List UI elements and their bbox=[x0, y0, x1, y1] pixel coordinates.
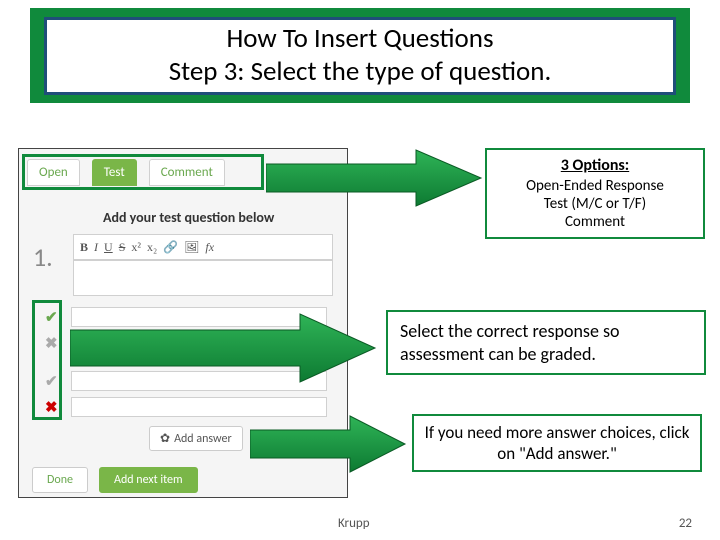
arrow-icon bbox=[250, 414, 410, 474]
title-banner: How To Insert Questions Step 3: Select t… bbox=[30, 8, 690, 103]
question-number: 1. bbox=[33, 241, 53, 273]
select-text: Select the correct response so assessmen… bbox=[400, 320, 620, 365]
footer-author: Krupp bbox=[338, 516, 370, 531]
sub-icon[interactable]: x₂ bbox=[147, 240, 157, 255]
callout-addmore: If you need more answer choices, click o… bbox=[412, 414, 702, 472]
bold-icon[interactable]: B bbox=[80, 240, 88, 255]
strike-icon[interactable]: S bbox=[119, 240, 126, 255]
callout-select: Select the correct response so assessmen… bbox=[386, 310, 706, 375]
addmore-text: If you need more answer choices, click o… bbox=[425, 422, 690, 464]
options-line2: Test (M/C or T/F) bbox=[497, 195, 693, 213]
highlight-answers bbox=[32, 300, 62, 420]
options-line3: Comment bbox=[497, 213, 693, 231]
options-header: 3 Options: bbox=[497, 156, 693, 175]
done-button[interactable]: Done bbox=[32, 467, 88, 493]
link-icon[interactable]: 🔗 bbox=[163, 240, 178, 255]
italic-icon[interactable]: I bbox=[94, 240, 98, 255]
title-line1: How To Insert Questions bbox=[226, 23, 493, 55]
image-icon[interactable]: 🖼 bbox=[184, 240, 199, 255]
title-inner: How To Insert Questions Step 3: Select t… bbox=[44, 17, 676, 95]
add-answer-button[interactable]: ✿ Add answer bbox=[149, 426, 243, 451]
footer-page-number: 22 bbox=[679, 516, 692, 531]
highlight-tabs bbox=[22, 154, 264, 190]
arrow-icon bbox=[70, 312, 380, 384]
options-line1: Open-Ended Response bbox=[497, 177, 693, 195]
title-line2: Step 3: Select the type of question. bbox=[169, 56, 552, 88]
add-answer-label: Add answer bbox=[174, 432, 232, 446]
arrow-icon bbox=[266, 148, 486, 208]
fx-icon[interactable]: fx bbox=[205, 240, 214, 255]
question-label: Add your test question below bbox=[103, 209, 274, 226]
editor-toolbar: B I U S x² x₂ 🔗 🖼 fx bbox=[73, 234, 333, 260]
add-next-button[interactable]: Add next item bbox=[99, 467, 198, 493]
callout-options: 3 Options: Open-Ended Response Test (M/C… bbox=[485, 148, 705, 239]
question-editor[interactable] bbox=[73, 260, 333, 296]
sup-icon[interactable]: x² bbox=[131, 240, 141, 255]
gear-icon: ✿ bbox=[160, 431, 170, 446]
underline-icon[interactable]: U bbox=[104, 240, 113, 255]
